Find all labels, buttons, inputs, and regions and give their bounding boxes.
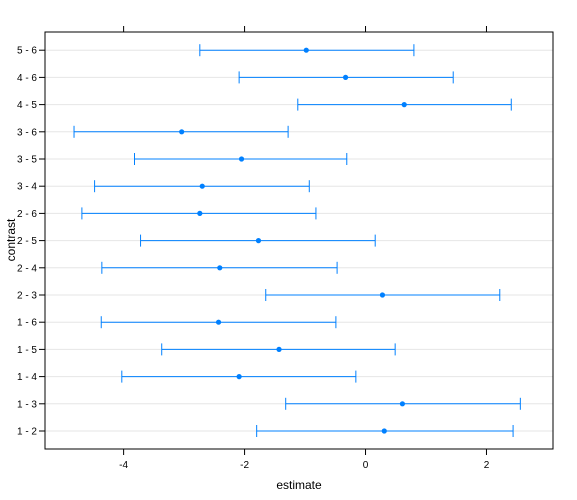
y-tick-label: 4 - 6 bbox=[17, 73, 37, 84]
estimate-point bbox=[217, 265, 223, 271]
estimate-point bbox=[179, 129, 185, 135]
x-axis-tick-labels: -4 -2 0 2 bbox=[119, 460, 490, 471]
estimate-point bbox=[381, 428, 387, 434]
y-tick-label: 3 - 5 bbox=[17, 155, 37, 166]
estimate-point bbox=[342, 74, 349, 80]
estimate-point bbox=[238, 156, 245, 162]
estimate-points bbox=[179, 47, 407, 434]
y-tick-label: 5 - 6 bbox=[17, 46, 37, 57]
estimate-point bbox=[399, 401, 406, 407]
y-tick-label: 4 - 5 bbox=[17, 100, 37, 111]
y-tick-label: 1 - 5 bbox=[17, 345, 37, 356]
estimate-point bbox=[236, 374, 242, 380]
y-tick-label: 2 - 3 bbox=[17, 291, 37, 302]
y-tick-label: 1 - 6 bbox=[17, 318, 37, 329]
x-axis-ticks bbox=[123, 26, 487, 455]
estimate-point bbox=[303, 47, 309, 53]
y-axis-tick-labels: 1 - 2 1 - 3 1 - 4 1 - 5 1 - 6 2 - 3 2 - 4 2 - 5… bbox=[17, 46, 37, 438]
estimate-point bbox=[255, 238, 262, 244]
y-axis-title: contrast bbox=[4, 218, 18, 261]
estimate-point bbox=[379, 292, 386, 298]
estimate-point bbox=[276, 346, 282, 352]
estimate-point bbox=[215, 319, 222, 325]
x-tick-label: 0 bbox=[363, 460, 369, 471]
y-tick-label: 2 - 5 bbox=[17, 236, 37, 247]
y-tick-label: 3 - 6 bbox=[17, 127, 37, 138]
y-tick-label: 2 - 4 bbox=[17, 263, 37, 274]
x-tick-label: 2 bbox=[484, 460, 490, 471]
x-tick-label: -2 bbox=[240, 460, 249, 471]
x-axis-title: estimate bbox=[276, 478, 322, 492]
estimate-point bbox=[197, 210, 203, 216]
y-tick-label: 1 - 3 bbox=[17, 399, 37, 410]
y-axis-ticks bbox=[39, 49, 45, 432]
estimate-point bbox=[401, 102, 407, 108]
y-tick-label: 1 - 4 bbox=[17, 372, 37, 383]
y-tick-label: 3 - 4 bbox=[17, 182, 37, 193]
estimate-point bbox=[199, 183, 205, 189]
y-tick-label: 2 - 6 bbox=[17, 209, 37, 220]
x-tick-label: -4 bbox=[119, 460, 128, 471]
y-tick-label: 1 - 2 bbox=[17, 427, 37, 438]
